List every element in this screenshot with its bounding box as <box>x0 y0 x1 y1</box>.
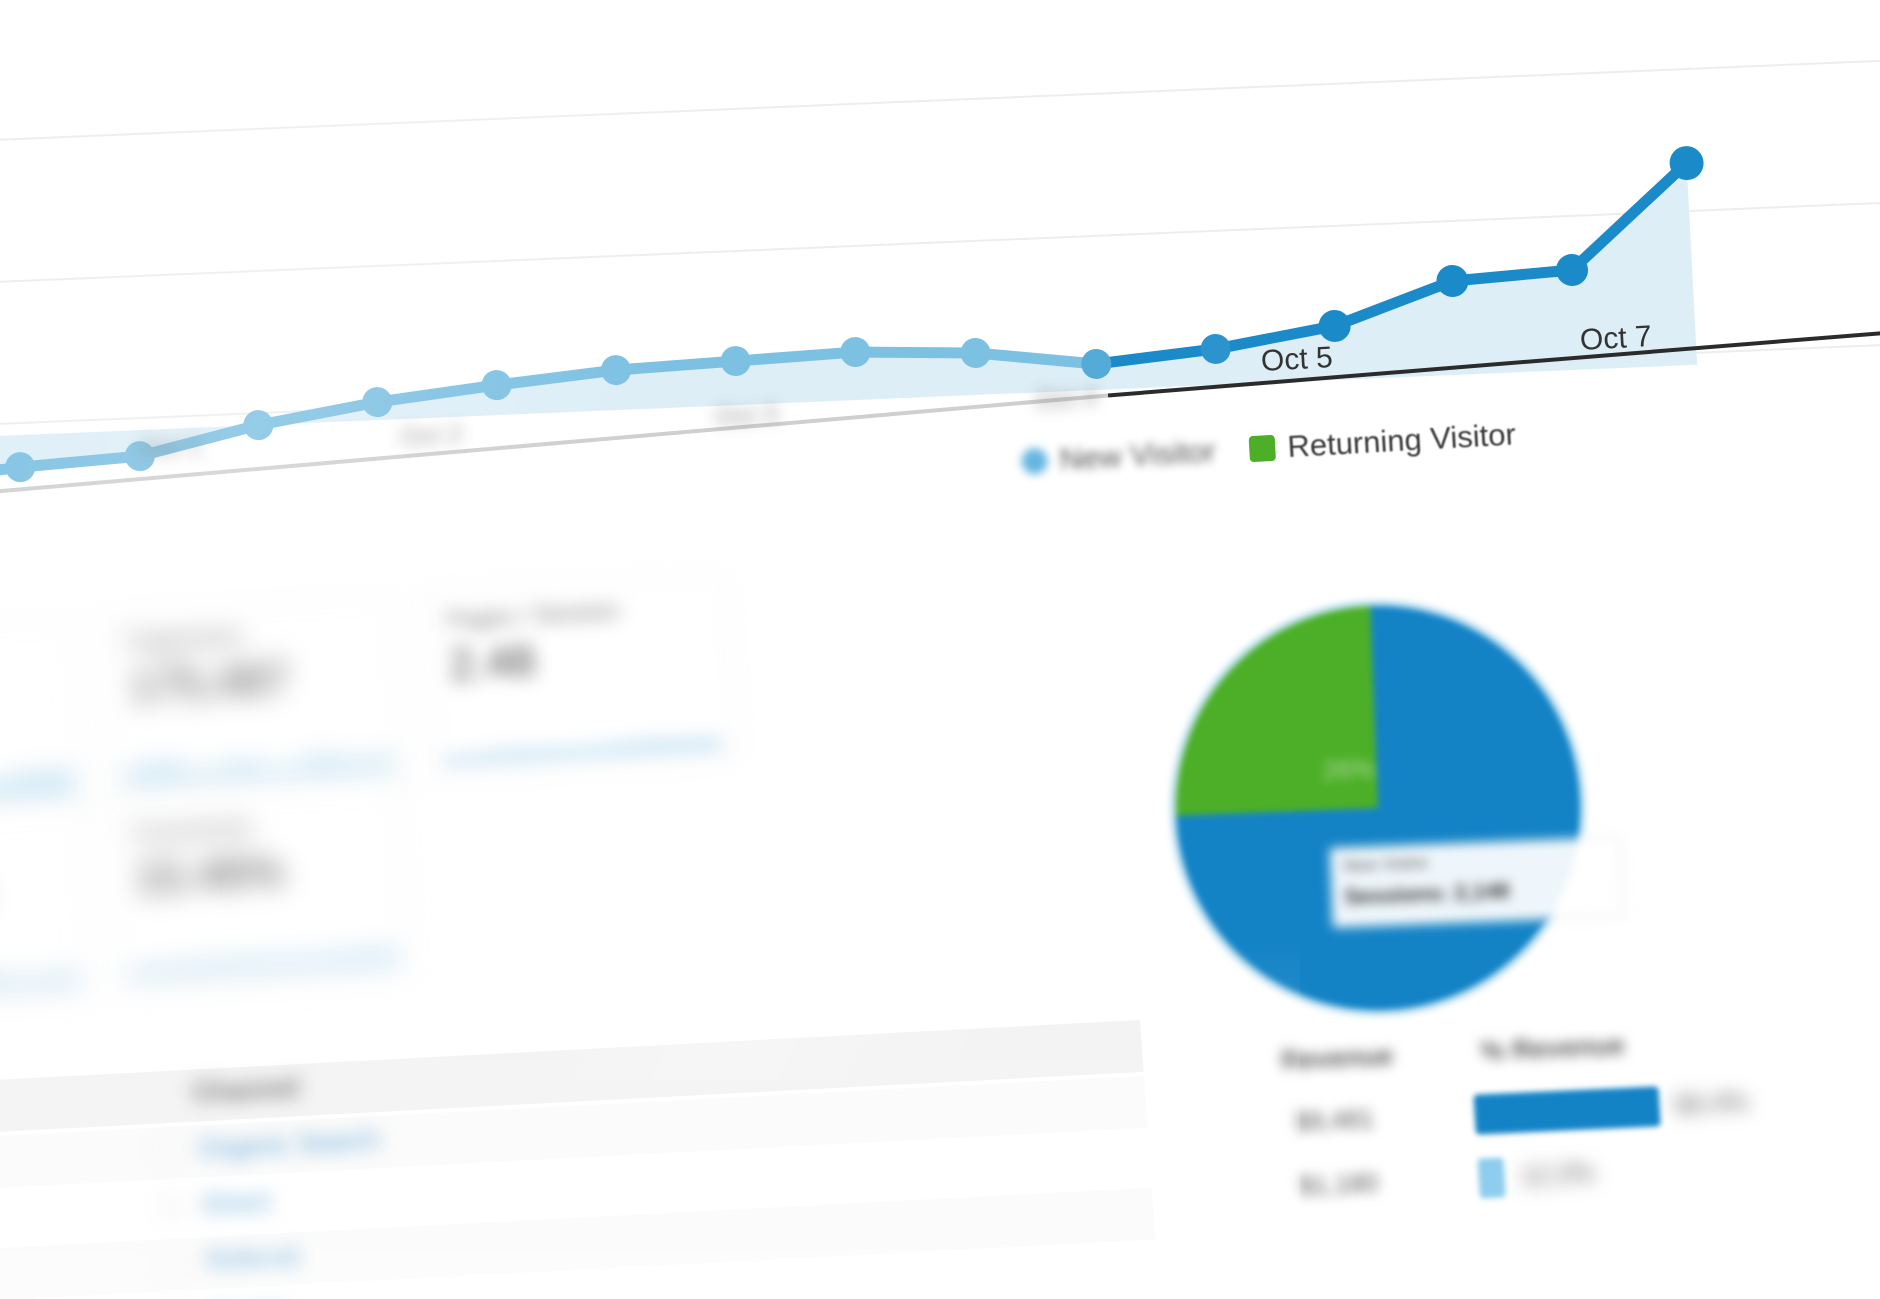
kpi-card-value: 15.46% <box>133 846 286 904</box>
kpi-card-conversion[interactable]: Conversion 15.46% <box>106 788 413 992</box>
legend-label-returning-visitor: Returning Visitor <box>1286 416 1517 465</box>
kpi-card-value: 175,487 <box>128 653 291 712</box>
pct-revenue-bar <box>1473 1086 1661 1135</box>
kpi-card-title: Pages / Session <box>445 597 621 634</box>
x-tick-label-3: Oct 3 <box>714 398 778 432</box>
sessions-line-chart[interactable] <box>0 0 1880 568</box>
pie-slice-returning-visitor <box>1173 603 1378 816</box>
kpi-card-grid: Sessions 12,486 Pageviews 175,487 Pages … <box>0 560 1012 1041</box>
new-visitor-swatch-icon <box>1020 447 1049 475</box>
kpi-card-bounce-rate[interactable]: Bounce Rate 43.89% <box>0 810 93 1013</box>
column-header-pct-revenue[interactable]: % Revenue <box>1479 1029 1626 1067</box>
sparkline-icon <box>0 968 80 1001</box>
sparkline-icon <box>127 947 399 981</box>
sparkline-icon <box>0 766 75 811</box>
pie-outer-ring <box>1170 600 1586 1016</box>
kpi-card-sessions[interactable]: Sessions 12,486 <box>0 620 89 823</box>
series-line <box>1090 157 1693 370</box>
legend-item-new-visitor[interactable]: New Visitor <box>1020 433 1217 480</box>
legend-label-new-visitor: New Visitor <box>1058 433 1217 477</box>
line-chart-svg <box>0 55 1880 503</box>
visitor-type-pie-chart[interactable]: 26% New Visitor Sessions: 2,148 <box>1119 569 1636 1048</box>
pct-revenue-bar <box>1477 1157 1506 1199</box>
x-tick-label-4: Oct 4 <box>1034 381 1098 415</box>
pie-chart-tooltip: New Visitor Sessions: 2,148 <box>1329 836 1625 928</box>
pie-label-returning-pct: 26% <box>1321 753 1376 786</box>
sparkline-icon <box>442 736 723 767</box>
tooltip-line-1: New Visitor <box>1342 853 1430 876</box>
legend-item-returning-visitor[interactable]: Returning Visitor <box>1248 416 1517 467</box>
x-tick-label-oct7: Oct 7 <box>1579 320 1653 357</box>
series-markers <box>5 146 1704 483</box>
tooltip-line-2: Sessions: 2,148 <box>1343 878 1510 910</box>
x-axis-far <box>0 393 1109 503</box>
x-tick-label-1: Oct 1 <box>139 430 203 464</box>
kpi-card-pages-per-session[interactable]: Pages / Session 2.48 <box>420 574 737 778</box>
x-tick-label-2: Oct 2 <box>399 418 463 452</box>
cell-revenue: $1,180 <box>1297 1167 1380 1201</box>
kpi-card-value: 2.48 <box>447 636 537 690</box>
bottom-fade-overlay <box>0 940 1300 1299</box>
x-tick-label-oct5: Oct 5 <box>1260 341 1334 378</box>
kpi-card-title: Conversion <box>130 814 254 848</box>
cell-pct-revenue: 66.4% <box>1673 1086 1750 1120</box>
x-axis <box>1107 330 1880 398</box>
kpi-card-title: Pageviews <box>125 622 244 656</box>
returning-visitor-swatch-icon <box>1248 434 1277 463</box>
area-fill <box>0 163 1698 485</box>
cell-pct-revenue: 12.2% <box>1519 1157 1596 1191</box>
kpi-card-pageviews[interactable]: Pageviews 175,487 <box>101 596 408 800</box>
sparkline-icon <box>122 751 394 789</box>
cell-revenue: $9,481 <box>1293 1103 1376 1137</box>
